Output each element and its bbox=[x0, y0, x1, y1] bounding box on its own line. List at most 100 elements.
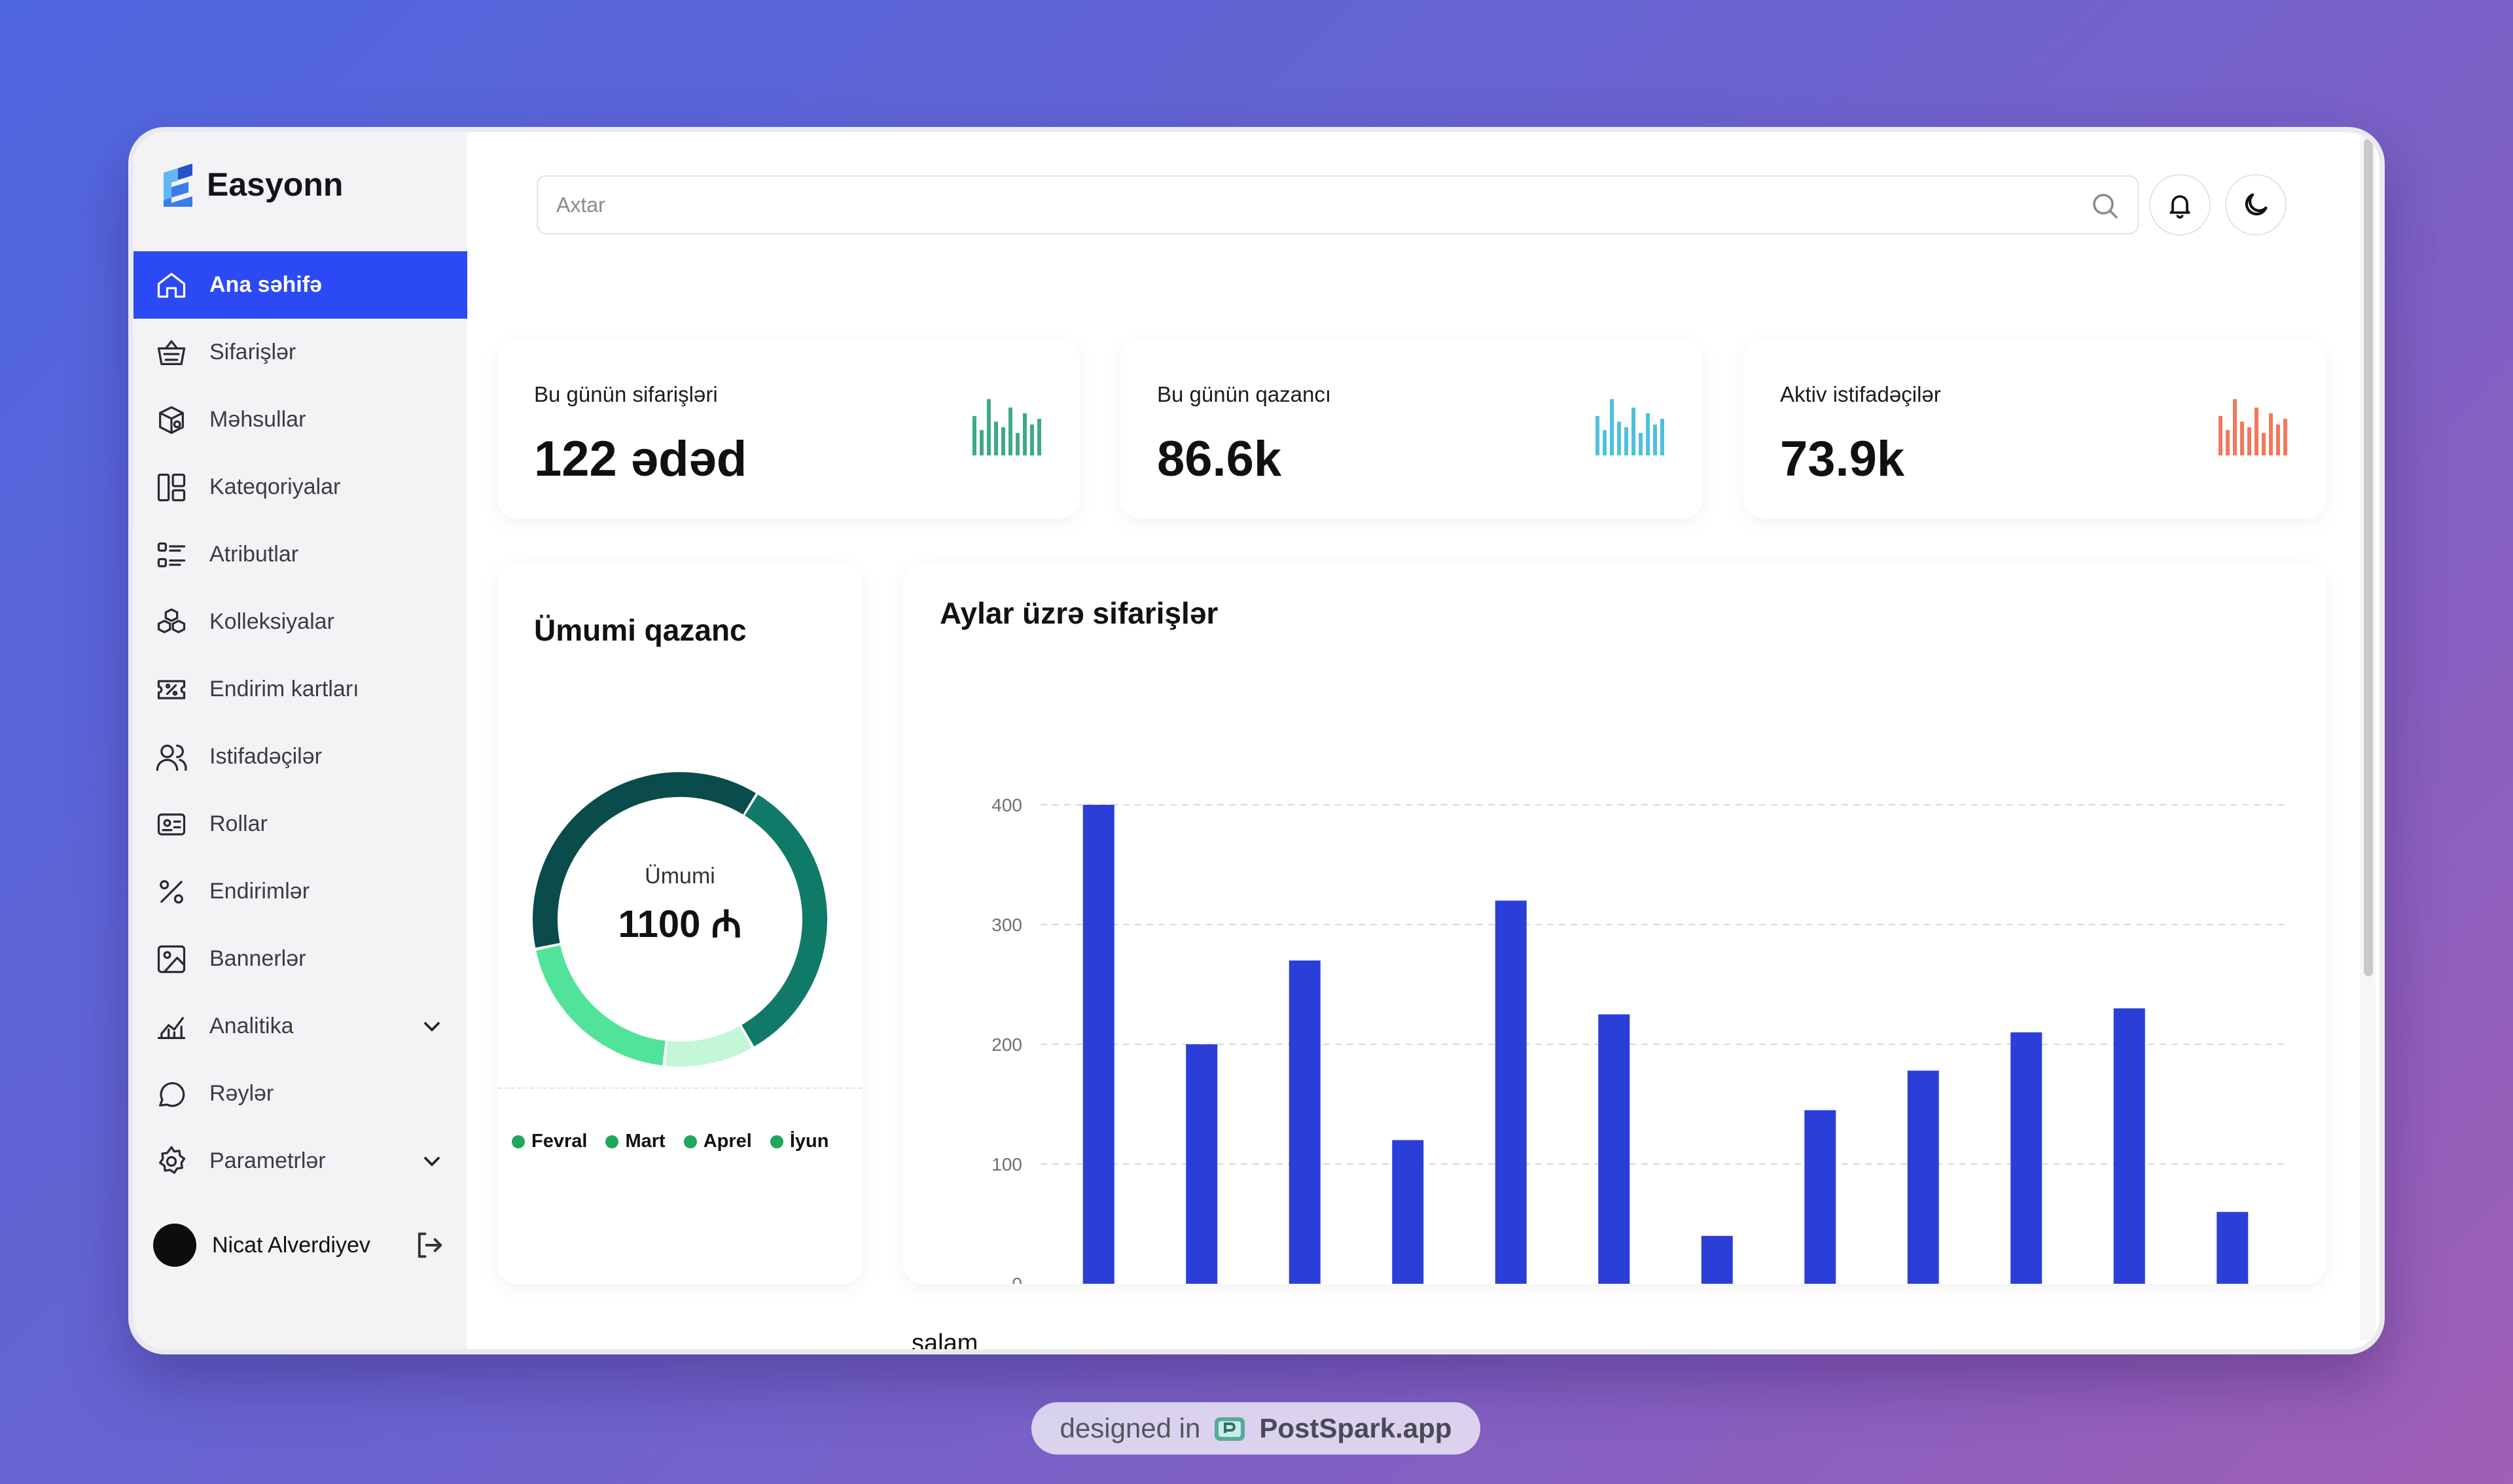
stat-label: Aktiv istifadəçilər bbox=[1780, 382, 1941, 406]
bar-İyul bbox=[1701, 1235, 1733, 1284]
sidebar-item-chart[interactable]: Analitika bbox=[134, 993, 467, 1060]
search-icon[interactable] bbox=[2089, 190, 2120, 221]
sparkline-bar bbox=[980, 430, 984, 455]
sidebar-item-layout[interactable]: Kateqoriyalar bbox=[134, 453, 467, 521]
list-icon bbox=[153, 537, 190, 573]
sparkline-bar bbox=[1008, 407, 1012, 455]
basket-icon bbox=[153, 334, 190, 371]
logo-icon bbox=[164, 164, 192, 207]
postspark-logo-icon bbox=[1215, 1417, 1245, 1441]
card-title: Ümumi qazanc bbox=[534, 613, 747, 647]
total-revenue-card: Ümumi qazanc Ümumi 1100 ₼ Fevral Mart Apre… bbox=[497, 564, 863, 1284]
search-input[interactable]: Axtar bbox=[537, 175, 2139, 234]
sidebar-item-label: Kateqoriyalar bbox=[209, 474, 341, 499]
sidebar-item-label: Rollar bbox=[209, 811, 268, 836]
sidebar-item-gear[interactable]: Parametrlər bbox=[134, 1127, 467, 1195]
bar-Yanvar bbox=[1082, 805, 1114, 1284]
notifications-button[interactable] bbox=[2149, 174, 2211, 236]
sidebar-item-percent[interactable]: Endirimlər bbox=[134, 858, 467, 925]
donut-segment-Aprel bbox=[533, 772, 827, 1067]
sparkline-bar bbox=[1660, 419, 1664, 455]
sidebar-item-comment[interactable]: Rəylər bbox=[134, 1060, 467, 1127]
legend-dot bbox=[770, 1135, 783, 1148]
sparkline-bar bbox=[2219, 415, 2222, 455]
sidebar-item-label: Bannerlər bbox=[209, 946, 306, 971]
sparkline-bar bbox=[1016, 433, 1020, 455]
sidebar-item-label: Rəylər bbox=[209, 1081, 274, 1106]
donut-segment-İyun bbox=[533, 772, 827, 1067]
sidebar-item-box[interactable]: Məhsullar bbox=[134, 386, 467, 453]
stat-value: 86.6k bbox=[1157, 431, 1282, 487]
sparkline-bar bbox=[2283, 419, 2287, 455]
sidebar-item-label: Məhsullar bbox=[209, 407, 306, 432]
donut-center-value: 1100 ₼ bbox=[618, 903, 742, 945]
postspark-badge[interactable]: designed in PostSpark.app bbox=[1031, 1402, 1480, 1455]
logout-icon[interactable] bbox=[412, 1228, 446, 1262]
stat-value: 122 ədəd bbox=[534, 431, 747, 487]
footer-text: salam bbox=[912, 1330, 978, 1354]
donut-chart bbox=[533, 772, 827, 1067]
sidebar-item-label: Endirimlər bbox=[209, 879, 310, 904]
scrollbar-thumb[interactable] bbox=[2364, 139, 2373, 976]
sidebar-item-list[interactable]: Atributlar bbox=[134, 521, 467, 588]
chevron-down-icon[interactable] bbox=[419, 1148, 445, 1175]
ticket-icon bbox=[153, 671, 190, 708]
sidebar: Easyonn Ana səhifə Sifarişlər Məhsullar Kat… bbox=[134, 132, 467, 1349]
sidebar-item-id-card[interactable]: Rollar bbox=[134, 790, 467, 858]
sparkline-bar bbox=[972, 415, 976, 455]
legend-item[interactable]: Aprel bbox=[683, 1131, 752, 1152]
sidebar-item-basket[interactable]: Sifarişlər bbox=[134, 319, 467, 386]
sparkline-bar bbox=[1023, 413, 1027, 455]
stat-card-revenue: Bu günün qazancı 86.6k bbox=[1120, 340, 1703, 518]
legend-item[interactable]: Fevral bbox=[512, 1131, 587, 1152]
sparkline-bar bbox=[987, 399, 991, 455]
bar-Noyabr bbox=[2113, 1008, 2145, 1284]
bar-İyun bbox=[1598, 1014, 1630, 1284]
sparkline-bar bbox=[2255, 407, 2258, 455]
sidebar-item-ticket[interactable]: Endirim kartları bbox=[134, 656, 467, 723]
scrollbar[interactable] bbox=[2360, 136, 2376, 1340]
sidebar-item-users[interactable]: Istifadəçilər bbox=[134, 723, 467, 790]
donut-legend: Fevral Mart Aprel İyun bbox=[512, 1131, 829, 1152]
sparkline-bar bbox=[1037, 419, 1041, 455]
legend-label: Fevral bbox=[531, 1131, 588, 1152]
sparkline-bar bbox=[2240, 421, 2244, 455]
sparkline-bar bbox=[2226, 430, 2230, 455]
avatar[interactable] bbox=[153, 1224, 196, 1267]
bar-Fevral bbox=[1186, 1044, 1218, 1284]
sidebar-item-label: Sifarişlər bbox=[209, 340, 296, 364]
sidebar-item-label: Parametrlər bbox=[209, 1148, 326, 1173]
sparkline-bar bbox=[1639, 433, 1643, 455]
percent-icon bbox=[153, 874, 190, 910]
y-tick-label: 0 bbox=[1012, 1274, 1022, 1284]
stat-label: Bu günün qazancı bbox=[1157, 382, 1332, 406]
logo-text: Easyonn bbox=[207, 166, 344, 203]
sidebar-item-label: Istifadəçilər bbox=[209, 744, 322, 769]
sidebar-item-image[interactable]: Bannerlər bbox=[134, 925, 467, 993]
legend-item[interactable]: İyun bbox=[770, 1131, 829, 1152]
bar-chart: 0100200300400YanvarFevralMartAprelMayİyu… bbox=[991, 795, 2284, 1284]
chart-icon bbox=[153, 1008, 190, 1045]
bar-Avqust bbox=[1804, 1110, 1836, 1284]
sparkline-bar bbox=[2276, 424, 2280, 455]
chevron-down-icon[interactable] bbox=[419, 1014, 445, 1040]
stat-card-orders: Bu günün sifarişləri 122 ədəd bbox=[497, 340, 1080, 518]
sparkline-bar bbox=[1646, 413, 1650, 455]
logo[interactable]: Easyonn bbox=[158, 161, 343, 208]
sidebar-item-home[interactable]: Ana səhifə bbox=[134, 251, 467, 319]
y-tick-label: 400 bbox=[991, 795, 1022, 815]
sparkline-icon bbox=[972, 399, 1041, 455]
sparkline-bar bbox=[1001, 427, 1005, 455]
box-icon bbox=[153, 402, 190, 438]
sidebar-item-label: Analitika bbox=[209, 1014, 294, 1038]
stat-label: Bu günün sifarişləri bbox=[534, 382, 718, 406]
sparkline-bar bbox=[1595, 415, 1599, 455]
legend-item[interactable]: Mart bbox=[605, 1131, 666, 1152]
layout-icon bbox=[153, 469, 190, 506]
legend-label: İyun bbox=[789, 1131, 829, 1152]
divider bbox=[497, 1087, 863, 1089]
sidebar-item-cubes[interactable]: Kolleksiyalar bbox=[134, 588, 467, 656]
theme-toggle-button[interactable] bbox=[2225, 174, 2287, 236]
sparkline-bar bbox=[2247, 427, 2251, 455]
sidebar-item-label: Endirim kartları bbox=[209, 677, 359, 701]
